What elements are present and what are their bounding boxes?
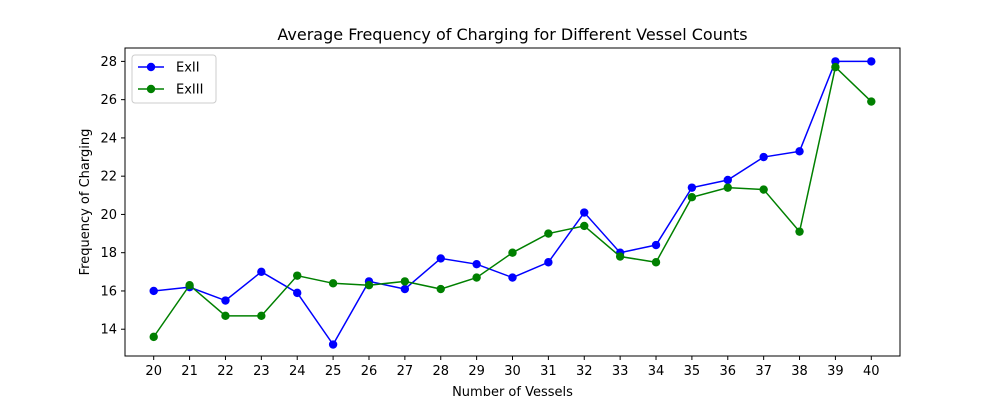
- data-point: [544, 258, 553, 267]
- x-tick-label: 25: [325, 364, 342, 379]
- x-tick-label: 40: [863, 364, 880, 379]
- data-point: [759, 152, 768, 162]
- legend-marker: [146, 62, 156, 72]
- x-tick-label: 23: [253, 364, 270, 379]
- x-tick-label: 24: [289, 364, 306, 379]
- x-tick-label: 27: [397, 364, 414, 379]
- x-tick-label: 33: [612, 364, 629, 379]
- legend: ExII ExIII: [131, 54, 217, 104]
- data-point: [544, 229, 553, 238]
- series-exiii: [149, 62, 876, 342]
- data-point: [723, 183, 732, 192]
- data-point: [257, 267, 266, 277]
- legend-marker: [146, 84, 156, 94]
- x-tick-label: 34: [648, 364, 665, 379]
- data-point: [221, 311, 230, 321]
- y-axis: 14 16 18 20 22 24 26 28: [100, 55, 125, 338]
- y-tick-label: 18: [100, 246, 117, 261]
- data-point: [293, 288, 302, 298]
- data-point: [687, 193, 697, 202]
- data-point: [257, 311, 266, 321]
- data-point: [867, 97, 876, 106]
- data-point: [221, 296, 230, 305]
- data-point: [651, 240, 661, 250]
- data-point: [185, 281, 194, 290]
- data-point: [400, 284, 410, 294]
- y-tick-label: 14: [100, 323, 117, 338]
- x-tick-label: 35: [684, 364, 701, 379]
- data-point: [687, 183, 697, 192]
- series-line: [153, 60, 872, 346]
- x-tick-label: 38: [791, 364, 808, 379]
- series-layer: [149, 57, 876, 349]
- x-tick-label: 29: [468, 364, 485, 379]
- y-tick-label: 24: [100, 131, 117, 146]
- y-tick-label: 20: [100, 208, 117, 223]
- x-tick-label: 39: [827, 364, 844, 379]
- y-tick-label: 28: [100, 55, 117, 70]
- x-tick-label: 32: [576, 364, 593, 379]
- data-point: [651, 258, 661, 267]
- y-tick-label: 22: [100, 170, 117, 185]
- data-point: [508, 273, 517, 282]
- data-point: [436, 284, 445, 294]
- x-tick-label: 21: [181, 364, 198, 379]
- series-exii: [149, 57, 876, 349]
- data-point: [795, 147, 804, 156]
- data-point: [328, 279, 338, 288]
- x-tick-label: 20: [145, 364, 162, 379]
- x-axis: 20 21 22 23 24 25 26 27 28 29 30 31 32 33 34 35 36 37 38 39…: [145, 356, 880, 379]
- data-point: [867, 57, 876, 66]
- x-tick-label: 26: [361, 364, 378, 379]
- data-point: [293, 271, 302, 280]
- data-point: [580, 208, 589, 217]
- data-point: [149, 332, 158, 342]
- data-point: [831, 62, 840, 72]
- data-point: [580, 221, 589, 231]
- x-tick-label: 22: [217, 364, 234, 379]
- x-tick-label: 31: [540, 364, 557, 379]
- data-point: [759, 185, 768, 194]
- data-point: [364, 281, 374, 290]
- chart-title: Average Frequency of Charging for Differ…: [277, 25, 747, 44]
- plot-area: [124, 47, 901, 357]
- x-tick-label: 36: [720, 364, 737, 379]
- data-point: [472, 273, 481, 282]
- y-tick-label: 16: [100, 284, 117, 299]
- data-point: [472, 259, 481, 269]
- data-point: [831, 57, 840, 66]
- data-point: [400, 277, 410, 286]
- series-line: [153, 65, 872, 338]
- legend-label: ExIII: [176, 83, 203, 98]
- y-tick-label: 26: [100, 93, 117, 108]
- data-point: [615, 252, 625, 261]
- x-tick-label: 30: [504, 364, 521, 379]
- data-point: [508, 248, 517, 257]
- data-point: [149, 286, 158, 296]
- data-point: [328, 340, 338, 349]
- x-tick-label: 37: [755, 364, 772, 379]
- data-point: [723, 175, 732, 185]
- x-tick-label: 28: [432, 364, 449, 379]
- data-point: [795, 227, 804, 236]
- y-axis-label: Frequency of Charging: [78, 129, 93, 276]
- legend-label: ExII: [176, 61, 200, 76]
- data-point: [436, 254, 445, 263]
- x-axis-label: Number of Vessels: [452, 385, 573, 400]
